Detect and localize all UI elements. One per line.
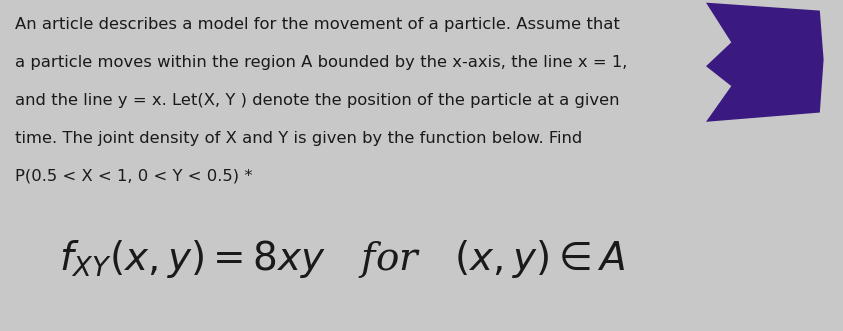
Text: a particle moves within the region A bounded by the x-axis, the line x = 1,: a particle moves within the region A bou… [15, 55, 627, 70]
Text: time. The joint density of X and Y is given by the function below. Find: time. The joint density of X and Y is gi… [15, 131, 583, 146]
Text: $f_{XY}(x, y) = 8xy$   for   $(x, y) \in A$: $f_{XY}(x, y) = 8xy$ for $(x, y) \in A$ [59, 238, 626, 280]
Polygon shape [706, 3, 824, 122]
Text: An article describes a model for the movement of a particle. Assume that: An article describes a model for the mov… [15, 17, 620, 31]
Text: P(0.5 < X < 1, 0 < Y < 0.5) *: P(0.5 < X < 1, 0 < Y < 0.5) * [15, 169, 253, 184]
Text: and the line y = x. Let(X, Y ) denote the position of the particle at a given: and the line y = x. Let(X, Y ) denote th… [15, 93, 620, 108]
